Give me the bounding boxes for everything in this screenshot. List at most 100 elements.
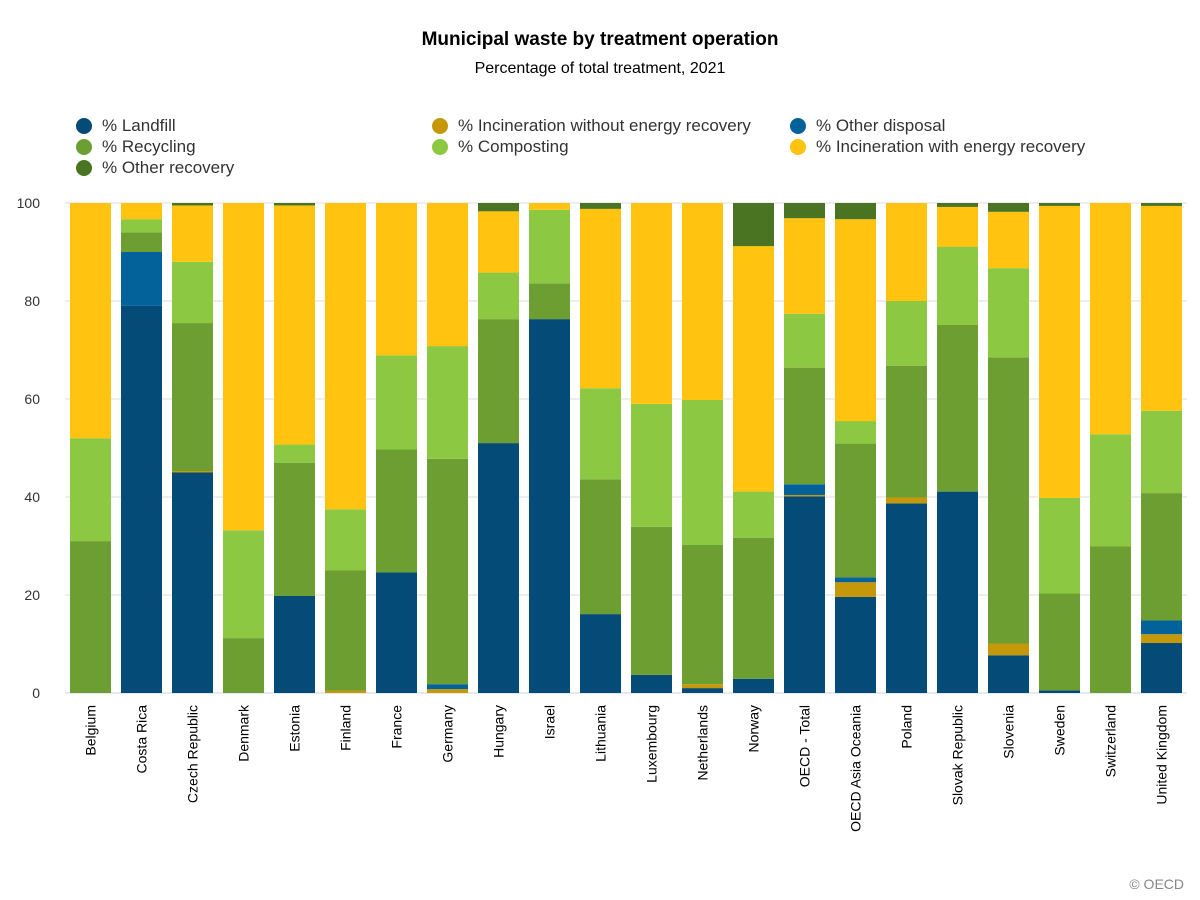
legend-item-landfill[interactable]: % Landfill (76, 116, 176, 136)
x-tick-label: Slovenia (1001, 705, 1017, 759)
bar-segment (478, 211, 519, 273)
bar-segment (121, 305, 162, 693)
bar-segment (937, 325, 978, 492)
bar-segment (70, 541, 111, 693)
legend-item-incineration-with-energy[interactable]: % Incineration with energy recovery (790, 137, 1085, 157)
bar-segment (835, 421, 876, 444)
bar-segment (1090, 546, 1131, 693)
bar-segment (580, 203, 621, 209)
bar-segment (580, 208, 621, 389)
bar-segment (274, 444, 315, 463)
bar-segment (988, 643, 1029, 656)
legend-item-other-recovery[interactable]: % Other recovery (76, 158, 234, 178)
bar-segment (172, 472, 213, 693)
x-tick-label: Netherlands (695, 705, 711, 781)
x-tick-label: Slovak Republic (950, 705, 966, 805)
bar-segment (376, 355, 417, 450)
bar-segment (682, 203, 723, 400)
bar-segment (988, 203, 1029, 212)
y-tick-label: 20 (24, 587, 40, 603)
x-tick-label: United Kingdom (1154, 705, 1170, 805)
bar-segment (886, 497, 927, 504)
bar-segment (784, 496, 825, 693)
bar-segment (274, 462, 315, 596)
bar-segment (70, 438, 111, 542)
bar-segment (427, 684, 468, 690)
bar-segment (376, 572, 417, 693)
x-tick-label: Belgium (83, 705, 99, 756)
bar-segment (529, 319, 570, 693)
bar-segment (835, 582, 876, 597)
bar-segment (1141, 634, 1182, 644)
legend-label: % Incineration with energy recovery (816, 137, 1086, 156)
bar-segment (529, 203, 570, 210)
bar-segment (1090, 203, 1131, 435)
bar-segment (886, 203, 927, 301)
bar-segment (1039, 203, 1080, 206)
legend-label: % Other disposal (816, 116, 946, 135)
legend-label: % Incineration without energy recovery (458, 116, 751, 135)
bar-segment (937, 491, 978, 693)
bar-segment (70, 203, 111, 439)
x-tick-label: Hungary (491, 705, 507, 758)
bar-segment (988, 655, 1029, 693)
bar-segment (784, 218, 825, 314)
legend-swatch (790, 139, 806, 155)
bar-segment (427, 689, 468, 693)
bar-segment (784, 313, 825, 368)
bar-segment (733, 246, 774, 492)
bar-segment (172, 323, 213, 472)
legend-item-incineration-without-energy[interactable]: % Incineration without energy recovery (432, 116, 751, 136)
bar-segment (121, 232, 162, 252)
bar-segment (1141, 620, 1182, 635)
bar-segment (988, 211, 1029, 269)
bar-segment (937, 206, 978, 247)
bar-segment (886, 301, 927, 366)
x-tick-label: Israel (542, 705, 558, 739)
bar-segment (529, 209, 570, 284)
bar-segment (835, 577, 876, 583)
bar-segment (376, 449, 417, 573)
x-tick-label: OECD - Total (797, 705, 813, 787)
bar-segment (937, 203, 978, 207)
credit: © OECD (1129, 876, 1184, 892)
bar-segment (733, 537, 774, 679)
bar-segment (1039, 497, 1080, 594)
bar-segment (274, 205, 315, 445)
y-tick-label: 60 (24, 391, 40, 407)
bar-segment (580, 479, 621, 615)
bar-segment (274, 595, 315, 693)
bar-segment (529, 283, 570, 320)
bar-segment (886, 503, 927, 693)
x-tick-label: Lithuania (593, 705, 609, 762)
legend-swatch (432, 139, 448, 155)
bar-segment (1090, 434, 1131, 547)
bar-segment (427, 346, 468, 459)
legend-item-recycling[interactable]: % Recycling (76, 137, 196, 157)
bar-segment (427, 203, 468, 347)
bar-segment (631, 526, 672, 675)
bar-segment (274, 203, 315, 206)
bar-segment (121, 203, 162, 220)
bar-segment (682, 684, 723, 689)
bar-segment (784, 367, 825, 485)
bar-segment (784, 484, 825, 496)
bar-segment (733, 491, 774, 538)
x-tick-label: France (389, 705, 405, 749)
bar-segment (937, 246, 978, 326)
bar-segment (835, 596, 876, 693)
legend-item-composting[interactable]: % Composting (432, 137, 569, 157)
bar-segment (631, 403, 672, 527)
bar-segment (478, 272, 519, 320)
legend-item-other-disposal[interactable]: % Other disposal (790, 116, 945, 136)
x-tick-label: Switzerland (1103, 705, 1119, 777)
x-tick-label: Estonia (287, 705, 303, 752)
x-tick-label: Czech Republic (185, 705, 201, 803)
y-tick-label: 40 (24, 489, 40, 505)
legend-label: % Recycling (102, 137, 196, 156)
bar-segment (1141, 410, 1182, 494)
bar-segment (121, 252, 162, 306)
y-tick-label: 100 (17, 195, 41, 211)
